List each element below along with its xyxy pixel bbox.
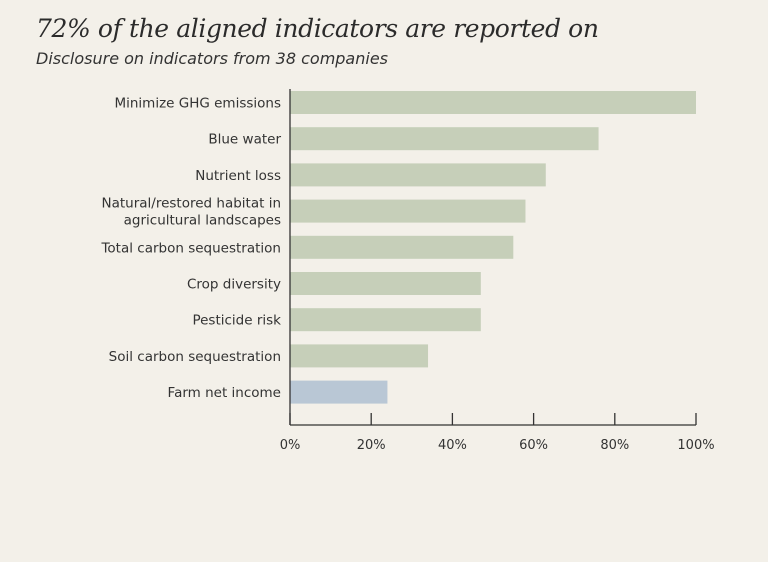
chart-title: 72% of the aligned indicators are report… <box>36 14 599 43</box>
category-label-line: agricultural landscapes <box>124 213 281 229</box>
bar-total-carbon-sequestration <box>290 235 514 259</box>
category-label-crop-diversity: Crop diversity <box>187 277 281 293</box>
x-tick-label-20: 20% <box>357 438 386 453</box>
category-label-line: Nutrient loss <box>195 168 281 184</box>
bar-natural-restored-habitat-in-agricultural-landscapes <box>290 199 526 223</box>
bar-pesticide-risk <box>290 308 481 332</box>
bar-crop-diversity <box>290 272 481 295</box>
category-label-line: Natural/restored habitat in <box>101 196 281 212</box>
bar-minimize-ghg-emissions <box>290 91 696 114</box>
x-tick-label-40: 40% <box>438 438 467 453</box>
category-label-blue-water: Blue water <box>208 132 281 148</box>
category-label-line: Soil carbon sequestration <box>109 349 281 365</box>
x-tick-label-0: 0% <box>280 438 301 453</box>
category-label-minimize-ghg-emissions: Minimize GHG emissions <box>114 96 281 112</box>
x-axis: 0% 20% 40% 60% 80% 100% <box>280 89 715 453</box>
bar-nutrient-loss <box>290 163 546 187</box>
category-label-natural-restored-habitat-in-agricultural-landscapes: Natural/restored habitat in agricultural … <box>101 196 281 229</box>
category-label-nutrient-loss: Nutrient loss <box>195 168 281 184</box>
x-tick-label-100: 100% <box>677 438 714 453</box>
x-tick-label-60: 60% <box>519 438 548 453</box>
category-label-line: Total carbon sequestration <box>100 240 281 256</box>
x-tick-label-80: 80% <box>600 438 629 453</box>
category-label-line: Blue water <box>208 132 281 148</box>
bar-soil-carbon-sequestration <box>290 344 429 368</box>
category-label-soil-carbon-sequestration: Soil carbon sequestration <box>109 349 281 365</box>
category-labels: Minimize GHG emissions Blue water Nutrient… <box>100 96 281 402</box>
chart-subtitle: Disclosure on indicators from 38 compani… <box>36 49 388 68</box>
category-label-farm-net-income: Farm net income <box>168 385 281 401</box>
bar-farm-net-income <box>290 380 388 404</box>
category-label-line: Minimize GHG emissions <box>114 96 281 112</box>
category-label-line: Pesticide risk <box>192 313 281 329</box>
category-label-total-carbon-sequestration: Total carbon sequestration <box>100 240 281 256</box>
category-label-pesticide-risk: Pesticide risk <box>192 313 281 329</box>
category-label-line: Farm net income <box>168 385 281 401</box>
bar-blue-water <box>290 127 599 151</box>
category-label-line: Crop diversity <box>187 277 281 293</box>
bars-group <box>290 91 696 404</box>
